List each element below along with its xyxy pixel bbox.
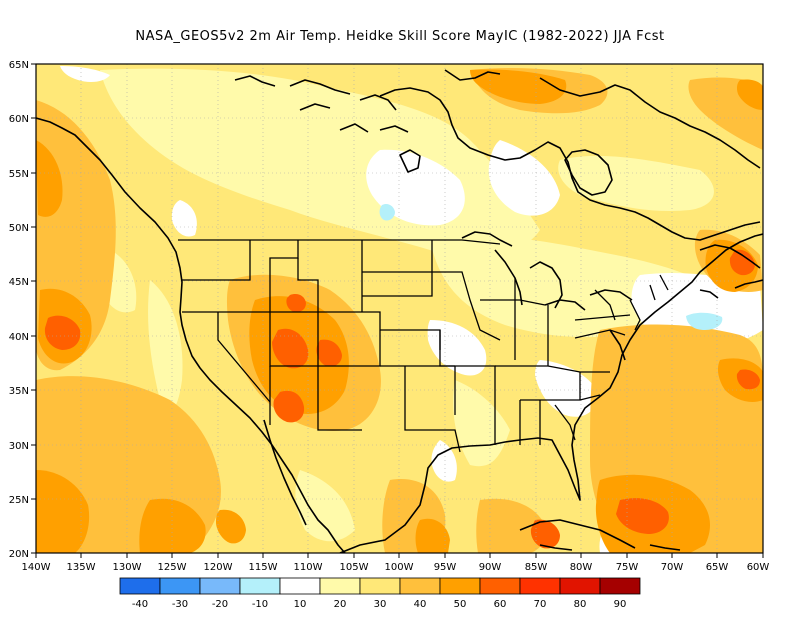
legend-label: 70 — [534, 599, 547, 610]
legend-label: 10 — [294, 599, 307, 610]
lon-label: 100W — [385, 562, 414, 573]
lon-label: 70W — [661, 562, 684, 573]
lat-label: 35N — [9, 386, 29, 397]
legend-label: 50 — [454, 599, 467, 610]
lon-label: 65W — [706, 562, 729, 573]
lon-label: 125W — [158, 562, 187, 573]
legend-color-box — [519, 577, 561, 595]
legend-color-box — [119, 577, 161, 595]
color-legend-labels: -40 -30 -20 -10 10 20 30 40 50 60 70 80 90 — [132, 599, 627, 610]
legend-color-box — [159, 577, 201, 595]
gridlines — [36, 64, 763, 553]
map-title: NASA_GEOS5v2 2m Air Temp. Heidke Skill S… — [135, 29, 665, 44]
legend-color-box — [599, 577, 641, 595]
legend-label: 60 — [494, 599, 507, 610]
light-blue-regions — [379, 203, 723, 330]
legend-color-box — [559, 577, 601, 595]
lat-label: 55N — [9, 169, 29, 180]
lon-label: 75W — [616, 562, 639, 573]
lon-label: 85W — [525, 562, 548, 573]
lon-label: 110W — [294, 562, 323, 573]
lon-label: 135W — [67, 562, 96, 573]
legend-color-box — [199, 577, 241, 595]
legend-label: 80 — [574, 599, 587, 610]
legend-label: 20 — [334, 599, 347, 610]
lat-label: 65N — [9, 60, 29, 71]
legend-label: -40 — [132, 599, 148, 610]
legend-label: -30 — [172, 599, 188, 610]
longitude-labels: 140W 135W 130W 125W 120W 115W 110W 105W … — [22, 562, 770, 573]
state-borders — [178, 239, 669, 453]
dark-orange-regions — [44, 249, 760, 549]
legend-color-box — [239, 577, 281, 595]
legend-color-box — [479, 577, 521, 595]
lat-label: 60N — [9, 114, 29, 125]
lon-label: 60W — [747, 562, 770, 573]
legend-label: 40 — [414, 599, 427, 610]
legend-color-box — [399, 577, 441, 595]
legend-label: 90 — [614, 599, 627, 610]
legend-color-box — [319, 577, 361, 595]
lat-label: 20N — [9, 549, 29, 560]
color-legend — [119, 577, 641, 595]
axis-ticks — [31, 63, 764, 558]
skill-field — [36, 64, 763, 553]
lon-label: 130W — [113, 562, 142, 573]
lat-label: 25N — [9, 495, 29, 506]
legend-color-box — [359, 577, 401, 595]
lat-label: 50N — [9, 223, 29, 234]
lon-label: 115W — [249, 562, 278, 573]
lon-label: 140W — [22, 562, 51, 573]
legend-label: -20 — [212, 599, 228, 610]
lon-label: 105W — [340, 562, 369, 573]
lat-label: 30N — [9, 441, 29, 452]
lon-label: 90W — [479, 562, 502, 573]
latitude-labels: 65N 60N 55N 50N 45N 40N 35N 30N 25N 20N — [9, 60, 29, 560]
legend-color-box — [439, 577, 481, 595]
coastlines — [36, 69, 763, 553]
lat-label: 45N — [9, 277, 29, 288]
legend-color-box — [279, 577, 321, 595]
lat-label: 40N — [9, 332, 29, 343]
lon-label: 120W — [204, 562, 233, 573]
lon-label: 80W — [570, 562, 593, 573]
lon-label: 95W — [434, 562, 457, 573]
legend-label: -10 — [252, 599, 268, 610]
legend-label: 30 — [374, 599, 387, 610]
